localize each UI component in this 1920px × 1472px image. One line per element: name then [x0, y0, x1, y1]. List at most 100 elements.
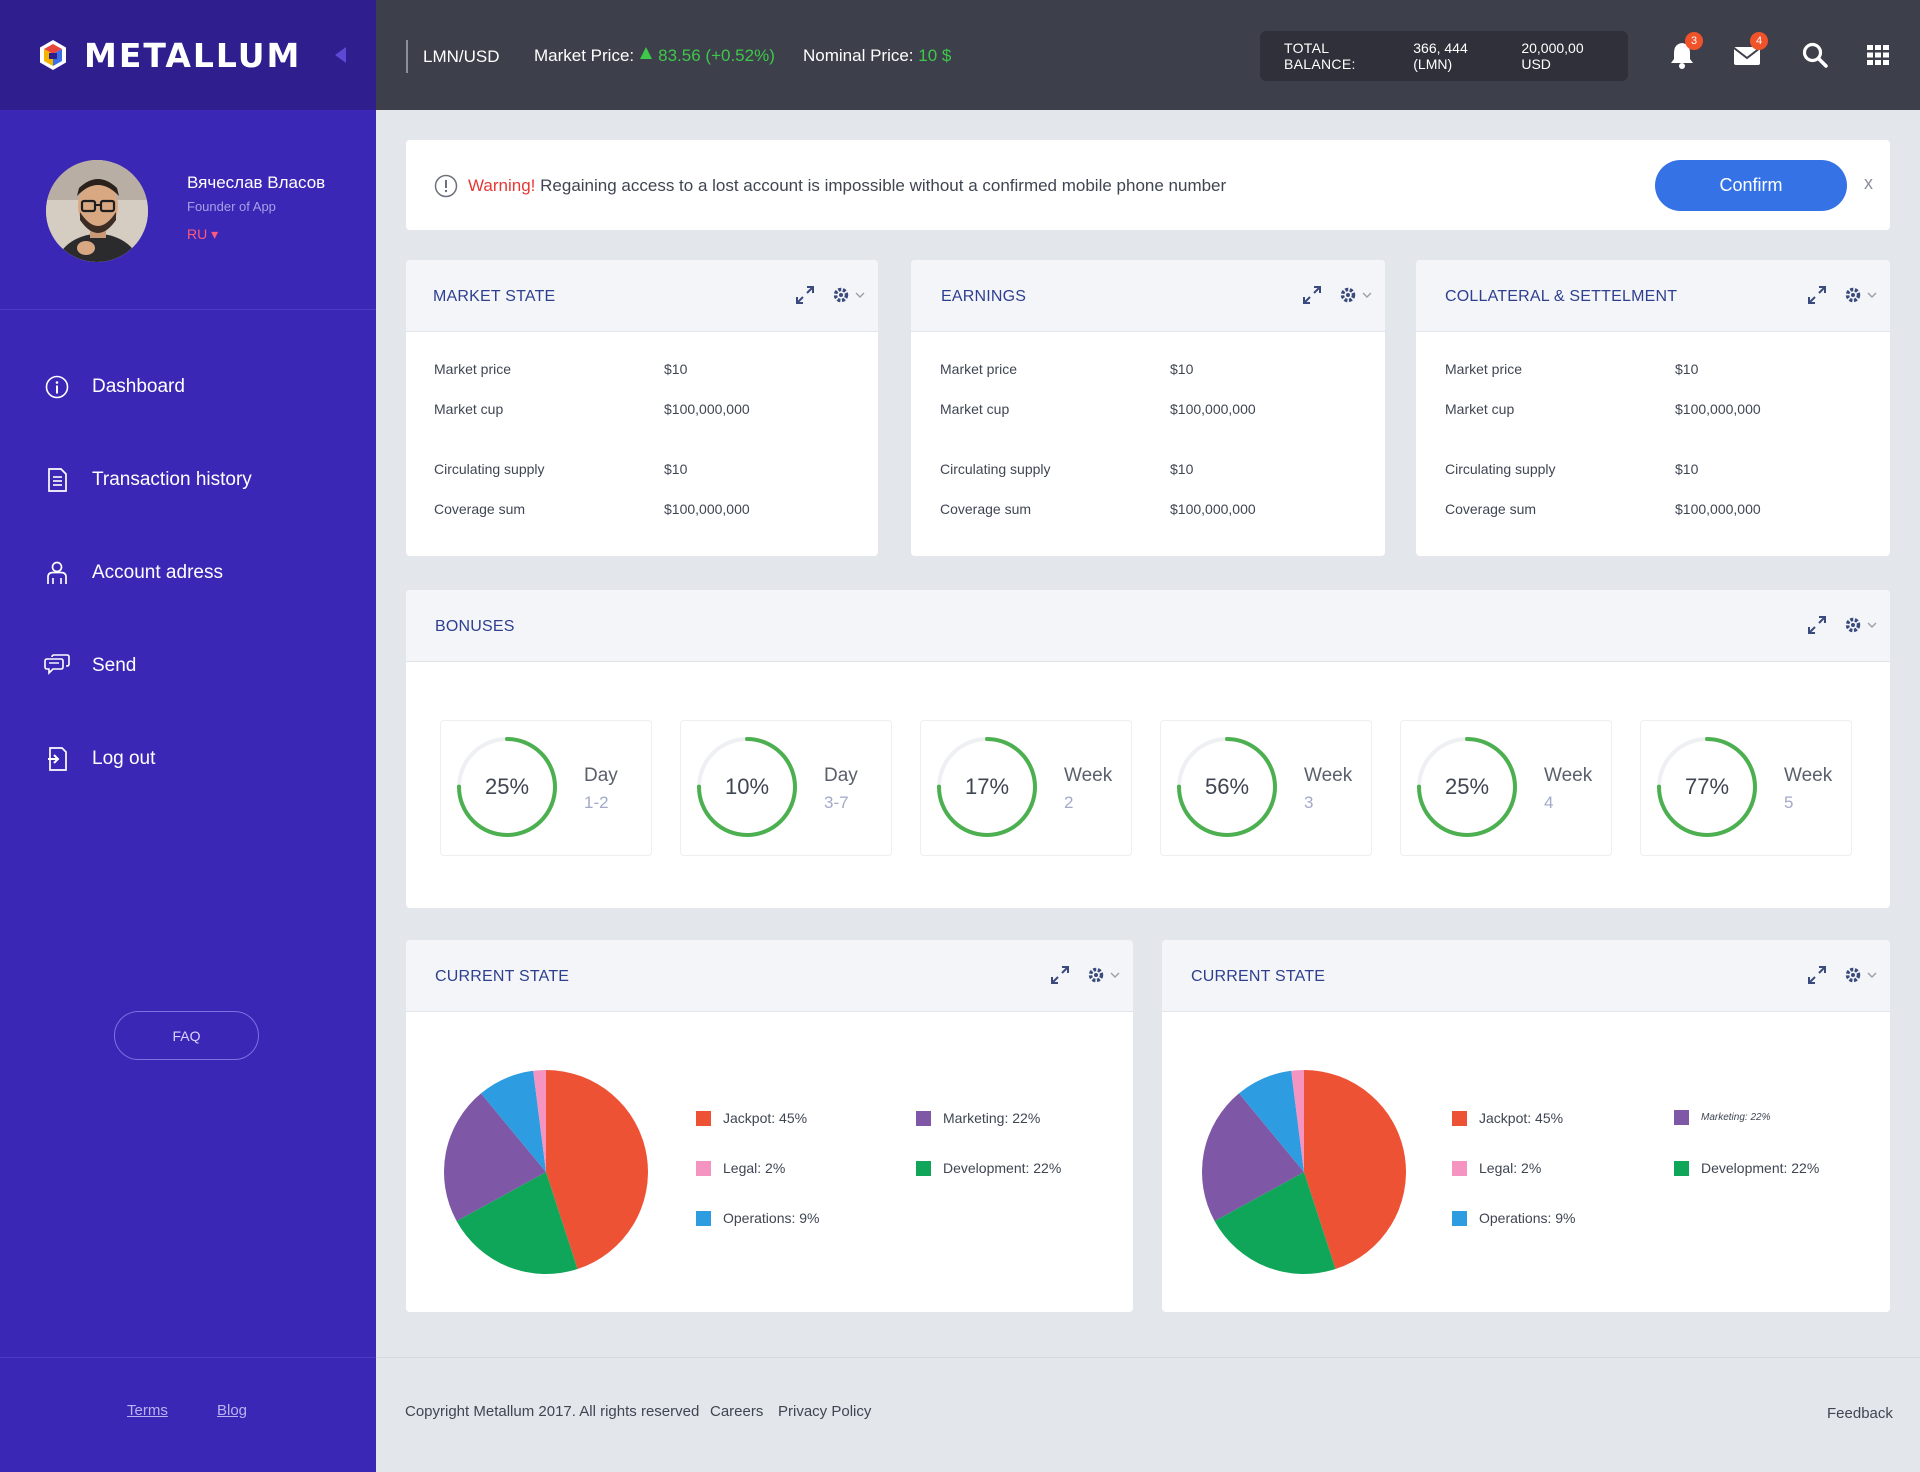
panel-tools [1806, 964, 1878, 986]
panel-tools [1301, 284, 1373, 306]
gear-icon[interactable] [1842, 964, 1864, 986]
faq-button[interactable]: FAQ [114, 1011, 259, 1060]
legend-label: Jackpot: 45% [723, 1110, 808, 1126]
avatar[interactable] [46, 160, 148, 262]
gear-icon[interactable] [830, 284, 852, 306]
divider [406, 40, 408, 73]
exclamation-icon [434, 174, 458, 198]
legend-label: Marketing: 22% [943, 1110, 1041, 1126]
sidebar-item-log-out[interactable]: Log out [0, 729, 376, 789]
row-value: $10 [664, 361, 688, 377]
notifications-button[interactable]: 3 [1667, 32, 1703, 70]
row-value: $10 [1675, 361, 1699, 377]
legend-label: Jackpot: 45% [1479, 1110, 1564, 1126]
sidebar-item-label: Transaction history [92, 469, 252, 490]
apps-menu-button[interactable] [1863, 40, 1893, 70]
sidebar-item-account-adress[interactable]: Account adress [0, 543, 376, 603]
bonus-percent: 25% [1444, 774, 1490, 799]
brand-name: METALLUM [84, 35, 302, 75]
sidebar-item-label: Dashboard [92, 376, 185, 397]
collateral-settlement-panel: COLLATERAL & SETTELMENT Market price $10… [1416, 260, 1890, 556]
legend-label: Development: 22% [1701, 1160, 1820, 1176]
progress-ring [1177, 737, 1277, 837]
expand-icon[interactable] [1049, 964, 1071, 986]
panel-header: CURRENT STATE [1162, 940, 1890, 1012]
bonus-period: Week [1784, 765, 1833, 786]
market-price-label: Market Price: [534, 46, 635, 65]
pie-slice [1214, 1172, 1336, 1274]
legend-label: Legal: 2% [1479, 1160, 1542, 1176]
row-label: Market price [1445, 361, 1523, 377]
row-value: $100,000,000 [1170, 401, 1256, 417]
legend-item: Operations: 9% [1452, 1210, 1576, 1226]
brand-bar: METALLUM [0, 0, 376, 110]
progress-ring [937, 737, 1037, 837]
expand-icon[interactable] [794, 284, 816, 306]
expand-icon[interactable] [1806, 964, 1828, 986]
panel-title: EARNINGS [941, 288, 1027, 305]
bonus-card: 77% Week 5 [1640, 720, 1852, 856]
chevron-down-icon[interactable] [1866, 969, 1878, 981]
legend-item: Marketing: 22% [916, 1110, 1040, 1126]
legend-swatch [916, 1110, 931, 1126]
row-value: $10 [1675, 461, 1699, 477]
chevron-down-icon[interactable] [1361, 289, 1373, 301]
chevron-down-icon[interactable] [1109, 969, 1121, 981]
gear-icon[interactable] [1842, 284, 1864, 306]
panel-title: MARKET STATE [433, 288, 556, 305]
pie-chart [444, 1070, 649, 1274]
terms-link[interactable]: Terms [127, 1402, 168, 1419]
nominal-price-value: 10 $ [918, 46, 952, 65]
gear-icon[interactable] [1085, 964, 1107, 986]
market-price-value: 83.56 (+0.52%) [658, 46, 775, 65]
pie-slice [1238, 1070, 1304, 1172]
expand-icon[interactable] [1301, 284, 1323, 306]
currency-pair[interactable]: LMN/USD [423, 47, 500, 66]
pie-slice [456, 1172, 578, 1274]
bonus-period: Day [584, 765, 618, 786]
row-value: $100,000,000 [1675, 401, 1761, 417]
sidebar-item-label: Account adress [92, 562, 223, 583]
feedback-link[interactable]: Feedback [1827, 1405, 1893, 1422]
panel-title: BONUSES [435, 618, 515, 635]
legend-label: Operations: 9% [1479, 1210, 1576, 1226]
page-footer: Copyright Metallum 2017. All rights rese… [376, 1357, 1920, 1472]
pie-slice [1202, 1093, 1304, 1222]
panel-header: COLLATERAL & SETTELMENT [1416, 260, 1890, 332]
chevron-down-icon[interactable] [854, 289, 866, 301]
sidebar-item-dashboard[interactable]: Dashboard [0, 357, 376, 417]
bonus-period: Week [1064, 765, 1113, 786]
gear-icon[interactable] [1337, 284, 1359, 306]
bonus-card: 17% Week 2 [920, 720, 1132, 856]
privacy-policy-link[interactable]: Privacy Policy [778, 1403, 872, 1420]
chevron-down-icon[interactable] [1866, 289, 1878, 301]
legend-swatch [1452, 1110, 1467, 1126]
gear-icon[interactable] [1842, 614, 1864, 636]
sidebar-item-send[interactable]: Send [0, 636, 376, 696]
sidebar-item-transaction-history[interactable]: Transaction history [0, 450, 376, 510]
expand-icon[interactable] [1806, 284, 1828, 306]
nominal-price: Nominal Price: 10 $ [803, 46, 951, 66]
row-label: Market price [434, 361, 512, 377]
collapse-sidebar-icon[interactable] [335, 47, 346, 63]
chevron-down-icon[interactable] [1866, 619, 1878, 631]
blog-link[interactable]: Blog [217, 1402, 248, 1419]
row-label: Circulating supply [940, 461, 1051, 477]
bonus-percent: 77% [1684, 774, 1730, 799]
confirm-button[interactable]: Confirm [1655, 160, 1847, 211]
careers-link[interactable]: Careers [710, 1403, 764, 1420]
search-button[interactable] [1800, 40, 1830, 70]
panel-tools [1049, 964, 1121, 986]
progress-ring [457, 737, 557, 837]
expand-icon[interactable] [1806, 614, 1828, 636]
panel-title: CURRENT STATE [1191, 968, 1326, 985]
close-icon[interactable]: x [1864, 173, 1873, 193]
panel-tools [1806, 614, 1878, 636]
language-selector[interactable]: RU ▾ [187, 226, 219, 242]
user-icon [47, 561, 67, 584]
nominal-price-label: Nominal Price: [803, 46, 914, 65]
panel-header: EARNINGS [911, 260, 1385, 332]
messages-button[interactable]: 4 [1732, 32, 1768, 70]
alert-message: Warning! Regaining access to a lost acco… [468, 176, 1226, 196]
grid-icon [1867, 45, 1889, 65]
